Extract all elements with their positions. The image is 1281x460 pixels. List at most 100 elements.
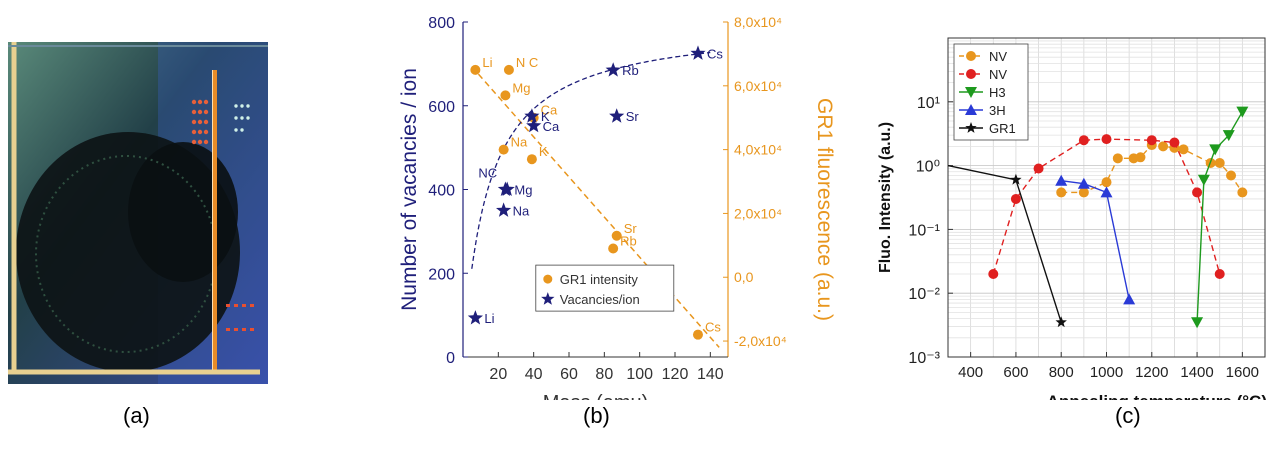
y-tick-label: 800: [428, 15, 455, 32]
vacancy-point: [496, 202, 512, 217]
series-point-h3: [1209, 144, 1222, 156]
series-point-gr1: [1010, 173, 1022, 185]
legend-box: [535, 264, 675, 312]
y-tick-label: 200: [428, 266, 455, 283]
series-point-h3: [1222, 130, 1235, 142]
vacancy-point: [467, 310, 483, 325]
series-point-nv: [1214, 268, 1225, 279]
x-tick-label: 100: [626, 366, 653, 383]
series-point-h3: [1236, 106, 1249, 118]
chart-vacancies-gr1: 20 40 60 80 100 120 140 0 200 400 600 800 -2,0x10⁴ 0,…: [398, 14, 836, 400]
vacancy-point-label: K: [541, 109, 550, 124]
series-point-3h: [1123, 293, 1136, 305]
photo-frame: [8, 42, 268, 384]
panel-label-b: (b): [583, 403, 610, 428]
y-tick-label: 600: [428, 99, 455, 116]
panel-label-c: (c): [1115, 403, 1141, 428]
vacancy-point: [499, 181, 515, 196]
series-point-nv: [1169, 137, 1180, 148]
vacancy-trend-curve: [471, 51, 711, 269]
vacancy-point: [524, 108, 540, 123]
x-tick-label: 40: [525, 366, 543, 383]
legend-marker: [965, 122, 977, 133]
series-point-nv: [1033, 163, 1044, 174]
y-tick-label: 10⁰: [916, 159, 940, 176]
gr1-point: [526, 154, 537, 165]
gr1-point: [500, 90, 511, 101]
y-tick-label: 10¹: [917, 95, 940, 112]
series-point-nv: [1078, 135, 1089, 146]
series-point-nv: [1146, 135, 1157, 146]
gr1-point-label: Ca: [541, 103, 558, 118]
series-point-gr1: [1055, 316, 1067, 328]
series-point-h3: [1191, 317, 1204, 329]
x-tick-label: 120: [662, 366, 689, 383]
vacancy-point-label: Li: [484, 311, 494, 326]
gr1-point: [470, 64, 481, 75]
x-tick-label: 1200: [1135, 364, 1168, 381]
vacancy-point-label: Sr: [626, 109, 640, 124]
x-tick-label: 800: [1049, 364, 1074, 381]
vacancy-point: [605, 62, 621, 77]
vacancy-point: [690, 45, 706, 60]
gr1-trend-line: [471, 66, 720, 348]
gr1-point: [608, 243, 619, 254]
series-point-3h: [1055, 174, 1068, 186]
y2-tick-label: 2,0x10⁴: [734, 205, 782, 221]
vacancy-point-label: NC: [478, 166, 497, 181]
x-tick-label: 600: [1003, 364, 1028, 381]
series-line-3h: [1061, 180, 1130, 300]
series-point-nv: [1226, 170, 1237, 181]
y2-axis-label: GR1 fluorescence (a.u.): [813, 98, 836, 321]
x-tick-label: 20: [489, 366, 507, 383]
gr1-point-label: N C: [516, 55, 538, 70]
y-axis-label: Number of vacancies / ion: [398, 68, 421, 311]
vacancy-point-label: Ca: [543, 119, 560, 134]
gr1-point-label: K: [539, 144, 548, 159]
y2-tick-label: 8,0x10⁴: [734, 14, 782, 30]
series-point-nv: [1101, 134, 1112, 145]
legend-vacancy-marker: [541, 292, 555, 305]
series-point-nv: [988, 268, 999, 279]
vacancy-point-label: Cs: [707, 46, 723, 61]
series-point-nv: [1056, 187, 1067, 198]
x-axis-label: Annealing temperature (°C): [1047, 392, 1267, 400]
gr1-point-label: Mg: [512, 80, 530, 95]
y2-tick-label: 0,0: [734, 269, 754, 285]
y2-tick-label: 6,0x10⁴: [734, 78, 782, 94]
gr1-point: [498, 144, 509, 155]
gr1-point: [692, 329, 703, 340]
y-tick-label: 10⁻³: [908, 350, 940, 367]
gr1-point-label: Rb: [620, 234, 637, 249]
series-point-nv: [1135, 152, 1146, 163]
y-tick-label: 10⁻¹: [908, 222, 940, 239]
legend-marker: [965, 87, 977, 98]
legend-marker: [966, 51, 976, 61]
legend-gr1-label: GR1 intensity: [560, 272, 639, 287]
y2-tick-label: 4,0x10⁴: [734, 142, 782, 158]
series-point-nv: [1178, 144, 1189, 155]
series-point-h3: [1197, 174, 1210, 186]
chart-annealing-fluorescence: 400 600 800 1000 1200 1400 1600 10⁻³ 10⁻² 10⁻¹ 10⁰…: [877, 37, 1267, 400]
gr1-point-label: Na: [511, 135, 528, 150]
legend-label: 3H: [989, 103, 1006, 118]
vacancy-point: [526, 117, 542, 133]
series-point-nv: [1214, 157, 1225, 168]
series-point-nv: [1192, 187, 1203, 198]
legend-marker: [965, 104, 977, 115]
series-point-nv: [1237, 187, 1248, 198]
panel-label-a: (a): [123, 403, 150, 428]
x-tick-label: 1000: [1090, 364, 1123, 381]
x-tick-label: 80: [595, 366, 613, 383]
legend-label: H3: [989, 85, 1006, 100]
gr1-point: [503, 64, 514, 75]
vacancy-point-label: Mg: [514, 183, 532, 198]
y-tick-label: 400: [428, 183, 455, 200]
series-point-nv: [1078, 187, 1089, 198]
series-point-3h: [1100, 186, 1113, 198]
legend-label: NV: [989, 67, 1007, 82]
legend-vacancy-label: Vacancies/ion: [560, 292, 640, 307]
y2-tick-label: -2,0x10⁴: [734, 333, 787, 349]
vacancy-point: [609, 108, 625, 123]
x-tick-label: 1600: [1226, 364, 1259, 381]
